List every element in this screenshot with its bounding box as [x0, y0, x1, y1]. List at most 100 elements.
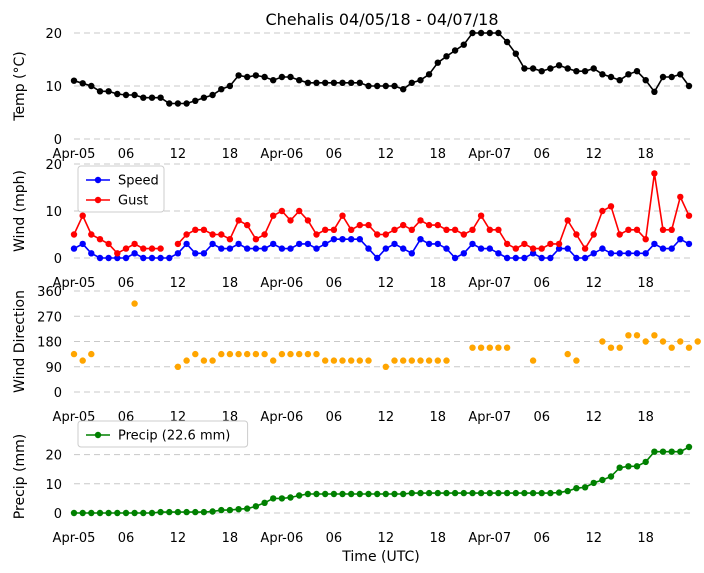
data-point	[642, 77, 649, 84]
data-point	[166, 100, 173, 107]
data-point	[503, 489, 511, 497]
data-point	[434, 240, 441, 248]
data-point	[252, 236, 260, 243]
y-tick-label: 0	[54, 507, 62, 522]
data-point	[96, 88, 104, 95]
data-point	[400, 357, 407, 364]
data-point	[391, 82, 398, 90]
data-point	[226, 350, 234, 358]
y-tick-label: 270	[37, 310, 62, 325]
data-point	[443, 357, 450, 364]
data-point	[122, 245, 130, 252]
data-point	[425, 357, 433, 364]
data-point	[434, 59, 441, 66]
y-tick-label: 20	[45, 158, 62, 173]
x-tick-label: 06	[326, 410, 343, 425]
data-point	[174, 240, 182, 248]
x-axis-label: Time (UTC)	[341, 549, 419, 565]
data-point	[538, 68, 545, 75]
data-point	[443, 53, 450, 60]
data-point	[607, 73, 615, 81]
data-point	[573, 68, 580, 75]
data-point	[538, 254, 545, 262]
data-point	[607, 250, 615, 257]
data-point	[590, 231, 597, 238]
data-point	[218, 350, 225, 358]
data-point	[677, 448, 684, 455]
data-point	[434, 357, 441, 364]
data-point	[581, 245, 589, 252]
data-point	[79, 212, 86, 219]
y-tick-label: 0	[54, 133, 62, 148]
data-point	[304, 240, 312, 248]
data-point	[599, 245, 606, 252]
data-point	[651, 448, 658, 455]
data-point	[564, 217, 571, 224]
data-point	[313, 350, 320, 358]
data-point	[79, 80, 86, 87]
data-point	[252, 72, 260, 79]
data-point	[261, 231, 268, 238]
data-point	[400, 245, 407, 252]
data-point	[174, 508, 182, 516]
data-point	[651, 240, 658, 248]
legend-swatch-marker	[94, 431, 102, 439]
data-point	[296, 77, 303, 84]
data-point	[374, 490, 381, 498]
y-tick-label: 0	[54, 386, 62, 401]
data-point	[677, 236, 684, 243]
data-point	[192, 350, 199, 358]
data-point	[685, 344, 693, 351]
data-point	[547, 65, 554, 72]
x-tick-label: 12	[170, 531, 187, 546]
data-point	[642, 458, 649, 466]
data-point	[131, 240, 138, 248]
x-tick-label: Apr-05	[53, 276, 96, 291]
data-point	[218, 231, 225, 238]
data-point	[348, 490, 355, 498]
legend-label: Speed	[118, 174, 159, 189]
y-axis-label: Wind Direction	[12, 290, 28, 393]
data-point	[192, 250, 199, 257]
x-tick-label: Apr-07	[468, 531, 511, 546]
data-point	[157, 254, 164, 262]
data-point	[304, 350, 312, 358]
data-point	[382, 490, 389, 498]
data-point	[70, 350, 78, 358]
data-point	[529, 250, 537, 257]
x-tick-label: 06	[533, 276, 550, 291]
data-point	[460, 231, 467, 238]
data-point	[633, 332, 641, 339]
data-point	[477, 29, 485, 37]
data-point	[512, 245, 519, 252]
x-tick-label: 18	[430, 276, 447, 291]
data-point	[122, 509, 130, 517]
data-point	[140, 245, 147, 252]
data-point	[287, 73, 294, 81]
data-point	[122, 91, 130, 99]
data-point	[244, 221, 251, 229]
data-point	[625, 250, 632, 257]
y-tick-label: 10	[45, 80, 62, 95]
data-point	[521, 254, 528, 262]
data-point	[374, 82, 381, 90]
data-point	[105, 88, 112, 95]
data-point	[694, 338, 701, 345]
data-point	[685, 240, 693, 248]
data-point	[685, 212, 693, 219]
data-point	[244, 245, 251, 252]
data-point	[417, 489, 424, 497]
data-point	[252, 245, 260, 252]
data-point	[114, 250, 121, 257]
data-point	[408, 357, 415, 364]
data-point	[226, 245, 234, 252]
data-point	[599, 476, 606, 484]
data-point	[616, 231, 623, 238]
data-point	[495, 489, 502, 497]
data-point	[400, 490, 407, 498]
data-point	[382, 82, 389, 90]
data-point	[607, 203, 615, 210]
panel-1: 0 10 20 Apr-05 06 12 18 Apr-06 06 12 18 Apr-07 06 12 1…	[12, 10, 693, 162]
data-point	[183, 231, 190, 238]
